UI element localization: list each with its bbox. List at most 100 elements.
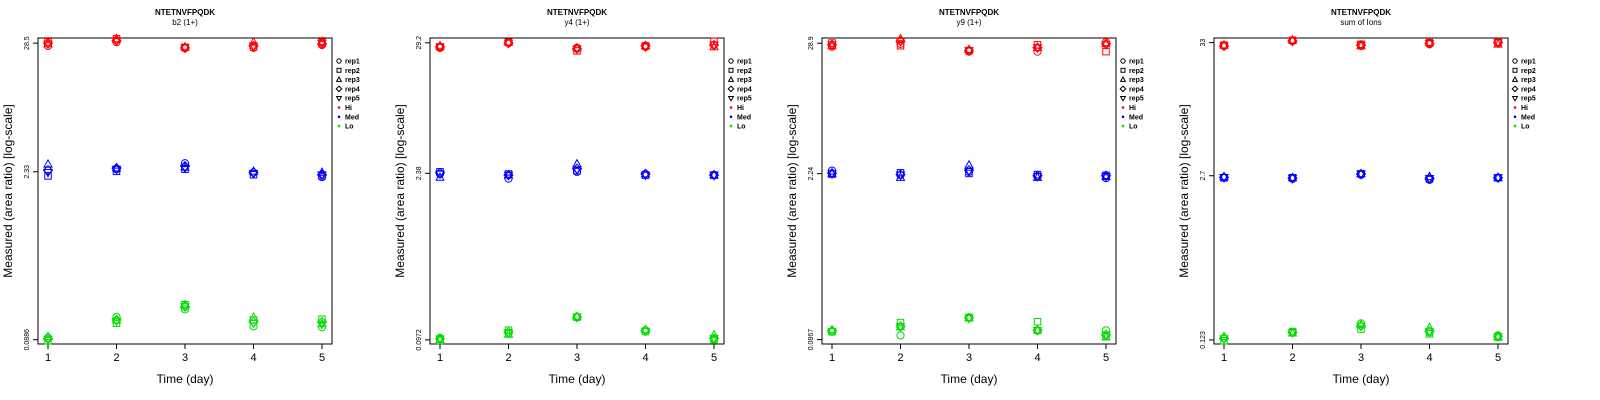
data-point-med-rep3 [1287,172,1298,182]
data-point-lo-rep5 [895,323,906,332]
chart-title: NTETNVFPQDK [939,8,999,17]
data-point-med-rep5 [709,171,719,181]
data-point-med-rep5 [180,164,190,174]
data-point-lo-rep3 [572,311,582,320]
data-point-hi-rep5 [111,37,122,46]
data-point-med-rep5 [248,170,259,179]
y-axis-label: Measured (area ratio) [log-scale] [1,104,15,277]
data-point-hi-rep5 [1101,41,1111,51]
data-point-med-rep1 [180,159,190,168]
y-tick-label: 0.0886 [24,329,31,351]
data-point-hi-rep3 [1424,37,1435,47]
data-point-med-rep5 [964,167,974,177]
data-point-med-rep5 [572,166,582,176]
legend-symbol-rep1 [728,58,734,64]
data-point-med-rep5 [1219,173,1229,183]
plot-frame [429,37,725,345]
legend-label-rep4: rep4 [737,86,752,93]
data-point-med-rep3 [640,168,651,178]
y-tick-label: 2.38 [416,166,423,180]
data-point-lo-rep5 [111,317,122,327]
data-point-hi-rep5 [895,37,906,47]
data-point-hi-rep3 [248,36,259,46]
y-tick-label: 28.9 [808,36,815,50]
x-axis-label: Time (day) [157,372,214,386]
data-point-lo-rep5 [1287,329,1298,339]
data-point-hi-rep3 [180,41,190,51]
data-point-hi-rep5 [964,47,974,56]
legend-dot-med [1121,115,1125,119]
x-tick-label: 5 [1495,352,1501,364]
data-point-hi-rep5 [435,43,445,53]
chart-subtitle: b2 (1+) [172,18,198,27]
data-point-hi-rep5 [317,39,327,49]
data-point-med-rep1 [504,174,513,183]
legend-label-rep5: rep5 [1129,96,1144,103]
data-point-lo-rep1 [1101,326,1111,335]
y-axis-label: Measured (area ratio) [log-scale] [1177,104,1191,277]
legend-label-med: Med [737,114,751,121]
data-point-hi-rep3 [640,40,651,50]
data-point-hi-rep3 [1219,39,1229,49]
x-tick-label: 2 [113,352,119,364]
x-tick-label: 5 [711,352,717,364]
chart-subtitle: sum of Ions [1340,18,1381,27]
data-point-hi-rep5 [248,42,259,52]
legend-label-rep3: rep3 [737,77,752,84]
legend-label-hi: Hi [737,105,744,112]
data-point-lo-rep2 [318,315,326,323]
data-point-hi-rep5 [1032,44,1043,53]
legend-label-rep4: rep4 [345,86,360,93]
data-point-hi-rep5 [640,43,651,53]
legend: rep1 rep2 rep3 rep4 rep5 Hi Med Lo [1511,58,1536,131]
chart-subtitle: y9 (1+) [956,18,981,27]
y-axis-label: Measured (area ratio) [log-scale] [785,104,799,277]
data-point-hi-rep3 [1287,34,1298,44]
x-tick-label: 4 [1034,352,1040,364]
x-tick-label: 4 [250,352,256,364]
legend-symbol-rep3 [1511,75,1519,82]
data-point-med-rep5 [43,169,53,178]
y-tick-label: 0.0972 [416,329,423,351]
x-tick-label: 2 [505,352,511,364]
data-point-lo-rep3 [1424,322,1435,332]
chart-title: NTETNVFPQDK [155,8,215,17]
legend-dot-lo [1121,124,1125,128]
data-point-lo-rep5 [1219,335,1229,345]
legend-dot-med [1513,115,1517,119]
legend-label-med: Med [345,114,359,121]
data-point-med-rep3 [1356,168,1366,178]
x-tick-label: 5 [319,352,325,364]
data-point-med-rep3 [111,162,122,172]
y-tick-label: 0.123 [1200,331,1207,349]
legend-label-rep1: rep1 [1521,59,1536,66]
legend-label-med: Med [1521,114,1535,121]
data-point-hi-rep3 [572,42,582,52]
chart-subtitle: y4 (1+) [564,18,589,27]
data-point-lo-rep3 [827,324,837,334]
legend-symbol-rep1 [1512,58,1518,64]
legend-symbol-rep1 [1120,58,1126,64]
legend-symbol-rep2 [336,67,342,73]
data-point-lo-rep3 [709,329,719,339]
legend-label-hi: Hi [1129,105,1136,112]
legend-symbol-rep4 [335,85,343,93]
data-point-med-rep5 [317,171,327,181]
x-tick-label: 3 [182,352,188,364]
plot-frame [821,37,1117,345]
x-tick-label: 1 [829,352,835,364]
legend-dot-lo [337,124,341,128]
legend-label-hi: Hi [1521,105,1528,112]
data-point-hi-rep3 [1032,42,1043,52]
data-point-lo-rep3 [640,324,651,334]
data-point-lo-rep5 [503,329,514,338]
plot-frame [1213,37,1509,345]
legend-dot-hi [1513,106,1517,109]
data-point-med-rep5 [1356,170,1366,180]
data-point-med-rep3 [572,158,582,168]
data-point-med-rep4 [179,160,191,172]
